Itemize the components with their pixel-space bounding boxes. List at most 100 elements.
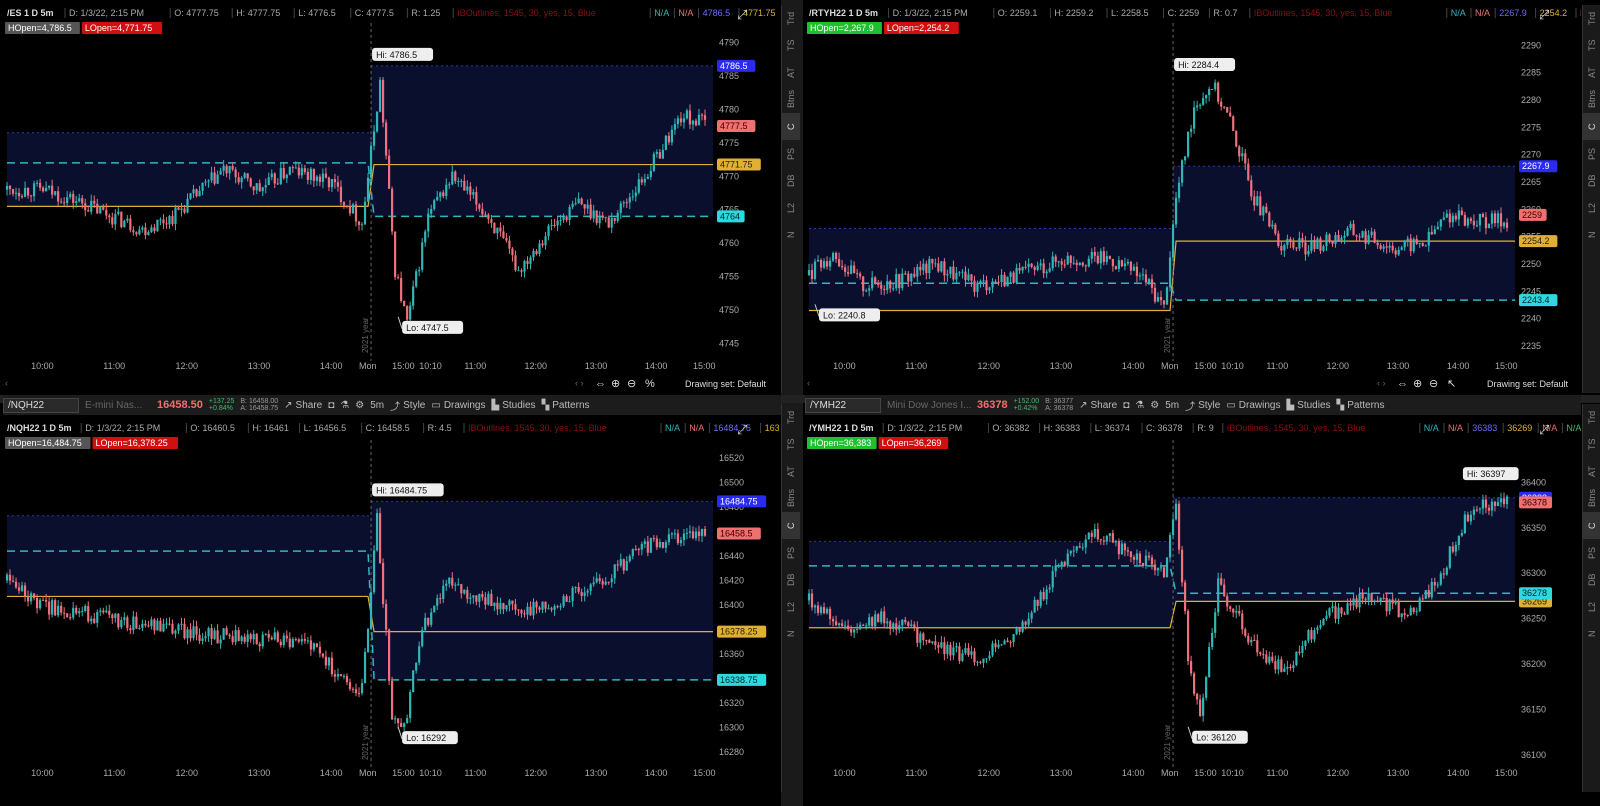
drawings-button[interactable]: ▭ Drawings	[431, 400, 485, 411]
candle-body	[667, 135, 670, 143]
side-tab-trd[interactable]: Trd	[785, 11, 796, 26]
percent-icon[interactable]: %	[645, 378, 655, 390]
candle-body	[1343, 235, 1346, 238]
scroll-right-icon[interactable]: ‹ ›	[575, 378, 584, 388]
studies-button[interactable]: ▙ Studies	[492, 400, 536, 411]
maximize-icon[interactable]: ⤢	[737, 7, 747, 22]
gear-icon: ⚙	[1150, 399, 1160, 411]
style-button[interactable]: ⤴ Style	[390, 398, 425, 413]
chart-svg-es[interactable]: /ES 1 D 5m D: 1/3/22, 2:15 PM O: 4777.75 H:…	[3, 5, 779, 393]
maximize-icon[interactable]: ⤢	[1539, 7, 1549, 22]
chart-pane-rty[interactable]: /RTYH22 1 D 5m D: 1/3/22, 2:15 PM O: 2259.…	[805, 5, 1581, 393]
side-tab-at[interactable]: AT	[785, 466, 796, 477]
share-button[interactable]: ↗ Share	[284, 400, 322, 411]
settings-button[interactable]: ⚙	[1150, 400, 1159, 411]
side-tab-ts[interactable]: TS	[785, 39, 796, 52]
screenshot-button[interactable]: ◘	[1123, 400, 1129, 411]
side-tab-ts[interactable]: TS	[785, 438, 796, 451]
candle-body	[1069, 550, 1072, 554]
side-tab-l2[interactable]: L2	[1586, 202, 1597, 213]
symbol-input[interactable]: /YMH22	[805, 397, 881, 413]
symbol-input[interactable]: /NQH22	[3, 397, 79, 413]
side-tab-l2[interactable]: L2	[785, 601, 796, 612]
side-tab-at[interactable]: AT	[1586, 67, 1597, 78]
side-tab-trd[interactable]: Trd	[1586, 410, 1597, 425]
flask-button[interactable]: ⚗	[1135, 400, 1144, 411]
prev-range-box	[809, 541, 1174, 628]
side-tab-l2[interactable]: L2	[785, 202, 796, 213]
horizontal-divider[interactable]	[0, 395, 1600, 403]
settings-button[interactable]: ⚙	[355, 400, 364, 411]
side-tab-c[interactable]: C	[1582, 512, 1600, 539]
maximize-icon[interactable]: ⤢	[737, 422, 747, 437]
last-price: 36378	[977, 399, 1008, 411]
crosshair-icon[interactable]: ⊕	[611, 378, 620, 390]
side-tab-n[interactable]: N	[1586, 231, 1597, 238]
scroll-right-icon[interactable]: ‹ ›	[1377, 378, 1386, 388]
drawing-set-label[interactable]: Drawing set: Default	[685, 379, 767, 389]
scroll-left-icon[interactable]: ‹	[5, 378, 8, 388]
side-tab-db[interactable]: DB	[1586, 174, 1597, 187]
side-tab-ts[interactable]: TS	[1586, 39, 1597, 52]
candle-body	[360, 224, 364, 226]
chart-pane-ym[interactable]: /YMH22 1 D 5m D: 1/3/22, 2:15 PM O: 36382 H…	[805, 404, 1581, 792]
side-tab-btns[interactable]: Btns	[1586, 90, 1597, 109]
side-tab-at[interactable]: AT	[785, 67, 796, 78]
side-tab-trd[interactable]: Trd	[785, 410, 796, 425]
candle-body	[1292, 242, 1295, 248]
chart-svg-rty[interactable]: /RTYH22 1 D 5m D: 1/3/22, 2:15 PM O: 2259.…	[805, 5, 1581, 393]
candle-body	[816, 605, 820, 613]
candle-body	[810, 593, 814, 608]
candle-body	[931, 641, 934, 643]
side-tab-n[interactable]: N	[1586, 630, 1597, 637]
side-tab-ps[interactable]: PS	[785, 147, 796, 160]
chart-pane-es[interactable]: /ES 1 D 5m D: 1/3/22, 2:15 PM O: 4777.75 H:…	[3, 5, 779, 393]
candle-body	[1445, 213, 1448, 218]
side-tab-n[interactable]: N	[785, 231, 796, 238]
share-button[interactable]: ↗ Share	[1079, 400, 1117, 411]
side-tab-ps[interactable]: PS	[1586, 546, 1597, 559]
side-tab-c[interactable]: C	[781, 512, 800, 539]
zoom-icon[interactable]: ⊖	[627, 378, 636, 390]
side-tab-ts[interactable]: TS	[1586, 438, 1597, 451]
screenshot-button[interactable]: ◘	[328, 400, 334, 411]
lo-callout: Lo: 16292	[406, 733, 446, 743]
side-tab-trd[interactable]: Trd	[1586, 11, 1597, 26]
candle-body	[1394, 601, 1397, 604]
side-tab-n[interactable]: N	[785, 630, 796, 637]
side-tab-db[interactable]: DB	[785, 174, 796, 187]
side-tab-c[interactable]: C	[1582, 113, 1600, 140]
maximize-icon[interactable]: ⤢	[1539, 422, 1549, 437]
pan-icon[interactable]: ⇔	[595, 378, 606, 390]
candle-body	[1457, 210, 1460, 220]
side-tab-c[interactable]: C	[781, 113, 800, 140]
side-tab-db[interactable]: DB	[785, 573, 796, 586]
side-tab-l2[interactable]: L2	[1586, 601, 1597, 612]
scroll-left-icon[interactable]: ‹	[807, 378, 810, 388]
side-tab-btns[interactable]: Btns	[785, 489, 796, 508]
side-tab-ps[interactable]: PS	[1586, 147, 1597, 160]
side-tab-btns[interactable]: Btns	[1586, 489, 1597, 508]
interval-button[interactable]: 5m	[370, 399, 385, 411]
zoom-icon[interactable]: ⊖	[1429, 378, 1438, 390]
side-tab-btns[interactable]: Btns	[785, 90, 796, 109]
patterns-button[interactable]: ▚ Patterns	[1337, 400, 1385, 411]
candle-body	[475, 595, 478, 602]
side-tab-ps[interactable]: PS	[785, 546, 796, 559]
chart-svg-ym[interactable]: /YMH22 1 D 5m D: 1/3/22, 2:15 PM O: 36382 H…	[805, 404, 1581, 792]
interval-button[interactable]: 5m	[1165, 399, 1180, 411]
drawing-set-label[interactable]: Drawing set: Default	[1487, 379, 1569, 389]
chart-pane-nq[interactable]: /NQH22 1 D 5m D: 1/3/22, 2:15 PM O: 16460.…	[3, 404, 779, 792]
drawings-button[interactable]: ▭ Drawings	[1226, 400, 1280, 411]
candle-body	[1370, 592, 1373, 601]
side-tab-db[interactable]: DB	[1586, 573, 1597, 586]
side-tab-at[interactable]: AT	[1586, 466, 1597, 477]
studies-button[interactable]: ▙ Studies	[1286, 400, 1330, 411]
cursor-icon[interactable]: ↖	[1447, 378, 1456, 390]
style-button[interactable]: ⤴ Style	[1185, 398, 1220, 413]
crosshair-icon[interactable]: ⊕	[1413, 378, 1422, 390]
patterns-button[interactable]: ▚ Patterns	[542, 400, 590, 411]
chart-svg-nq[interactable]: /NQH22 1 D 5m D: 1/3/22, 2:15 PM O: 16460.…	[3, 404, 779, 792]
pan-icon[interactable]: ⇔	[1397, 378, 1408, 390]
flask-button[interactable]: ⚗	[340, 400, 349, 411]
